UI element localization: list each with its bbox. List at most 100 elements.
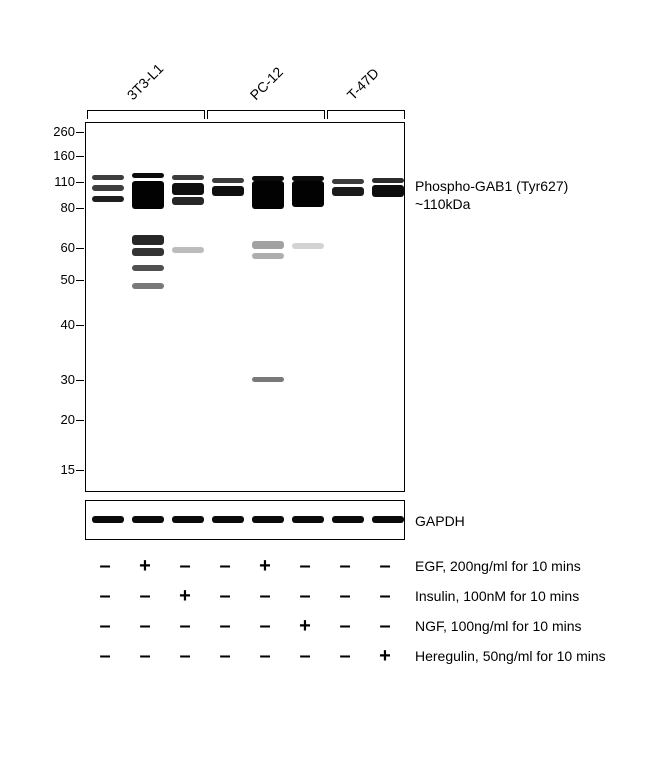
blot-band xyxy=(212,516,244,523)
blot-band xyxy=(252,253,284,259)
treatment-symbol: – xyxy=(205,645,245,668)
blot-lane xyxy=(330,501,366,539)
blot-band xyxy=(92,175,124,180)
mw-marker-label: 110 xyxy=(40,174,75,189)
blot-band xyxy=(292,181,324,207)
cell-line-label: 3T3-L1 xyxy=(124,60,167,103)
treatment-symbol: – xyxy=(165,645,205,668)
blot-annotation-label: ~110kDa xyxy=(415,196,470,212)
gapdh-blot-box xyxy=(85,500,405,540)
blot-band xyxy=(292,243,324,249)
blot-band xyxy=(372,178,404,183)
figure-container: 3T3-L1PC-12T-47D 26016011080605040302015… xyxy=(10,10,640,765)
mw-tick xyxy=(76,420,84,421)
treatment-symbol: + xyxy=(125,555,165,578)
mw-marker-label: 30 xyxy=(40,372,75,387)
main-blot-box xyxy=(85,122,405,492)
mw-marker-label: 20 xyxy=(40,412,75,427)
treatment-row: ––+–––––Insulin, 100nM for 10 mins xyxy=(85,585,635,607)
treatment-symbol: – xyxy=(365,615,405,638)
treatment-symbol: – xyxy=(325,585,365,608)
blot-annotation-label: Phospho-GAB1 (Tyr627) xyxy=(415,178,568,194)
treatment-symbol: + xyxy=(165,585,205,608)
treatment-symbol: – xyxy=(85,615,125,638)
mw-tick xyxy=(76,208,84,209)
blot-lane xyxy=(250,123,286,491)
mw-tick xyxy=(76,182,84,183)
blot-band xyxy=(172,197,204,205)
blot-band xyxy=(132,248,164,256)
blot-band xyxy=(292,516,324,523)
treatment-label: NGF, 100ng/ml for 10 mins xyxy=(415,618,582,634)
blot-band xyxy=(92,185,124,191)
treatment-symbol: – xyxy=(205,585,245,608)
blot-band xyxy=(132,265,164,271)
treatment-symbol: – xyxy=(245,585,285,608)
blot-band xyxy=(132,181,164,209)
treatment-row: –––––+––NGF, 100ng/ml for 10 mins xyxy=(85,615,635,637)
blot-band xyxy=(132,235,164,245)
blot-lane xyxy=(290,501,326,539)
treatment-symbol: – xyxy=(125,645,165,668)
blot-band xyxy=(132,173,164,178)
blot-lane xyxy=(370,501,405,539)
treatment-label: Heregulin, 50ng/ml for 10 mins xyxy=(415,648,606,664)
blot-lane xyxy=(210,501,246,539)
blot-band xyxy=(252,377,284,382)
blot-band xyxy=(332,179,364,184)
blot-lane xyxy=(210,123,246,491)
treatment-symbol: – xyxy=(205,555,245,578)
blot-band xyxy=(212,186,244,196)
mw-marker-label: 60 xyxy=(40,240,75,255)
mw-marker-label: 40 xyxy=(40,317,75,332)
blot-band xyxy=(172,516,204,523)
treatment-label: EGF, 200ng/ml for 10 mins xyxy=(415,558,581,574)
blot-lane xyxy=(90,501,126,539)
blot-lane xyxy=(130,123,166,491)
treatment-symbol: – xyxy=(165,555,205,578)
mw-marker-label: 80 xyxy=(40,200,75,215)
blot-lane xyxy=(370,123,405,491)
treatment-symbol: – xyxy=(85,585,125,608)
blot-lane xyxy=(250,501,286,539)
blot-annotation-label: GAPDH xyxy=(415,513,465,529)
treatment-symbol: – xyxy=(285,555,325,578)
blot-band xyxy=(252,181,284,209)
treatment-symbol: – xyxy=(365,585,405,608)
blot-band xyxy=(92,516,124,523)
blot-lane xyxy=(290,123,326,491)
treatment-symbol: – xyxy=(85,555,125,578)
treatment-row: –––––––+Heregulin, 50ng/ml for 10 mins xyxy=(85,645,635,667)
cell-line-bracket xyxy=(87,110,205,118)
mw-tick xyxy=(76,380,84,381)
treatment-symbol: – xyxy=(165,615,205,638)
blot-band xyxy=(92,196,124,202)
treatment-symbol: – xyxy=(365,555,405,578)
blot-band xyxy=(172,175,204,180)
mw-tick xyxy=(76,470,84,471)
treatment-symbol: – xyxy=(245,615,285,638)
blot-band xyxy=(172,247,204,253)
treatment-row: –+––+–––EGF, 200ng/ml for 10 mins xyxy=(85,555,635,577)
cell-line-label: PC-12 xyxy=(247,64,286,103)
treatment-symbol: – xyxy=(285,645,325,668)
mw-tick xyxy=(76,132,84,133)
mw-marker-label: 160 xyxy=(40,148,75,163)
mw-tick xyxy=(76,248,84,249)
blot-band xyxy=(332,516,364,523)
treatment-symbol: + xyxy=(365,645,405,668)
cell-line-bracket xyxy=(207,110,325,118)
mw-tick xyxy=(76,280,84,281)
treatment-symbol: + xyxy=(285,615,325,638)
blot-band xyxy=(372,185,404,197)
blot-lane xyxy=(90,123,126,491)
treatment-symbol: – xyxy=(245,645,285,668)
blot-band xyxy=(252,241,284,249)
treatment-symbol: – xyxy=(285,585,325,608)
blot-band xyxy=(372,516,404,523)
treatment-symbol: – xyxy=(125,585,165,608)
blot-lane xyxy=(330,123,366,491)
mw-marker-label: 260 xyxy=(40,124,75,139)
blot-band xyxy=(252,516,284,523)
treatment-symbol: – xyxy=(85,645,125,668)
